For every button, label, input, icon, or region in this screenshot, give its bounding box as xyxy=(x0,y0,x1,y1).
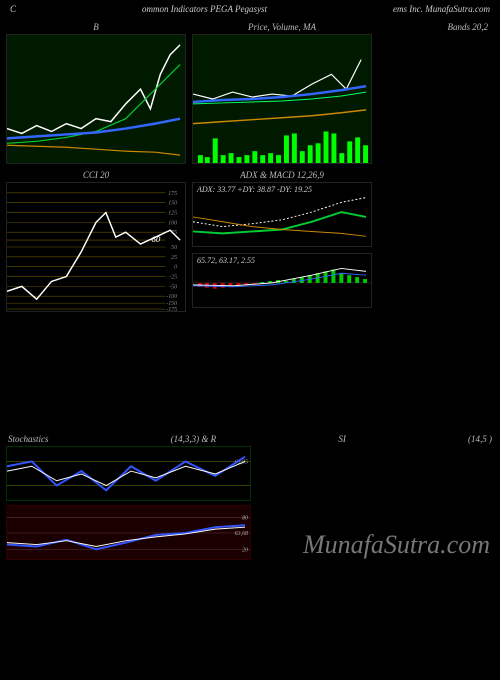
rsi-params: (14,5 ) xyxy=(468,434,492,444)
svg-text:-50: -50 xyxy=(169,284,177,290)
svg-text:100: 100 xyxy=(168,220,177,226)
stoch-label: Stochastics xyxy=(8,434,49,444)
svg-text:50: 50 xyxy=(171,245,177,251)
stoch-title-row: Stochastics (14,3,3) & R SI (14,5 ) xyxy=(0,432,500,446)
adx-values: ADX: 33.77 +DY: 38.87 -DY: 19.25 xyxy=(197,185,312,194)
header-left: C xyxy=(10,4,16,16)
stoch-params: (14,3,3) & R xyxy=(171,434,217,444)
svg-text:125: 125 xyxy=(168,210,177,216)
row-2: CCI 20 175150125100756050250-25-50-100-1… xyxy=(0,168,500,312)
svg-text:25: 25 xyxy=(171,255,177,261)
svg-text:20: 20 xyxy=(242,547,248,553)
macd-values: 65.72, 63.17, 2.55 xyxy=(197,256,255,265)
spacer xyxy=(0,312,500,432)
svg-text:-100: -100 xyxy=(166,294,177,300)
row-3: 63,95 80 63,68 20 xyxy=(0,446,500,560)
svg-text:80: 80 xyxy=(242,515,248,521)
panel-bands-title: Bands 20,2 xyxy=(378,20,494,34)
rsi-label: SI xyxy=(338,434,346,444)
svg-text:0: 0 xyxy=(174,264,177,270)
panel-price-title: Price, Volume, MA xyxy=(192,20,372,34)
panel-b xyxy=(6,34,186,164)
panel-adx: ADX: 33.77 +DY: 38.87 -DY: 19.25 xyxy=(192,182,372,247)
page-header: C ommon Indicators PEGA Pegasyst ems Inc… xyxy=(0,0,500,20)
row-1: B Price, Volume, MA Bands 20,2 xyxy=(0,20,500,164)
svg-text:150: 150 xyxy=(168,200,177,206)
svg-text:175: 175 xyxy=(168,191,177,197)
panel-cci-title: CCI 20 xyxy=(6,168,186,182)
header-right: ems Inc. MunafaSutra.com xyxy=(393,4,490,16)
panel-cci: 175150125100756050250-25-50-100-150-175 xyxy=(6,182,186,312)
svg-text:63,68: 63,68 xyxy=(235,531,248,537)
panel-stoch-upper: 63,95 xyxy=(6,446,251,501)
panel-stoch-lower: 80 63,68 20 xyxy=(6,505,251,560)
panel-price xyxy=(192,34,372,164)
svg-text:-175: -175 xyxy=(166,307,177,311)
header-center: ommon Indicators PEGA Pegasyst xyxy=(142,4,267,16)
panel-b-title: B xyxy=(6,20,186,34)
panel-adxmacd-title: ADX & MACD 12,26,9 xyxy=(192,168,372,182)
svg-text:-25: -25 xyxy=(169,274,177,280)
panel-macd: 65.72, 63.17, 2.55 xyxy=(192,253,372,308)
